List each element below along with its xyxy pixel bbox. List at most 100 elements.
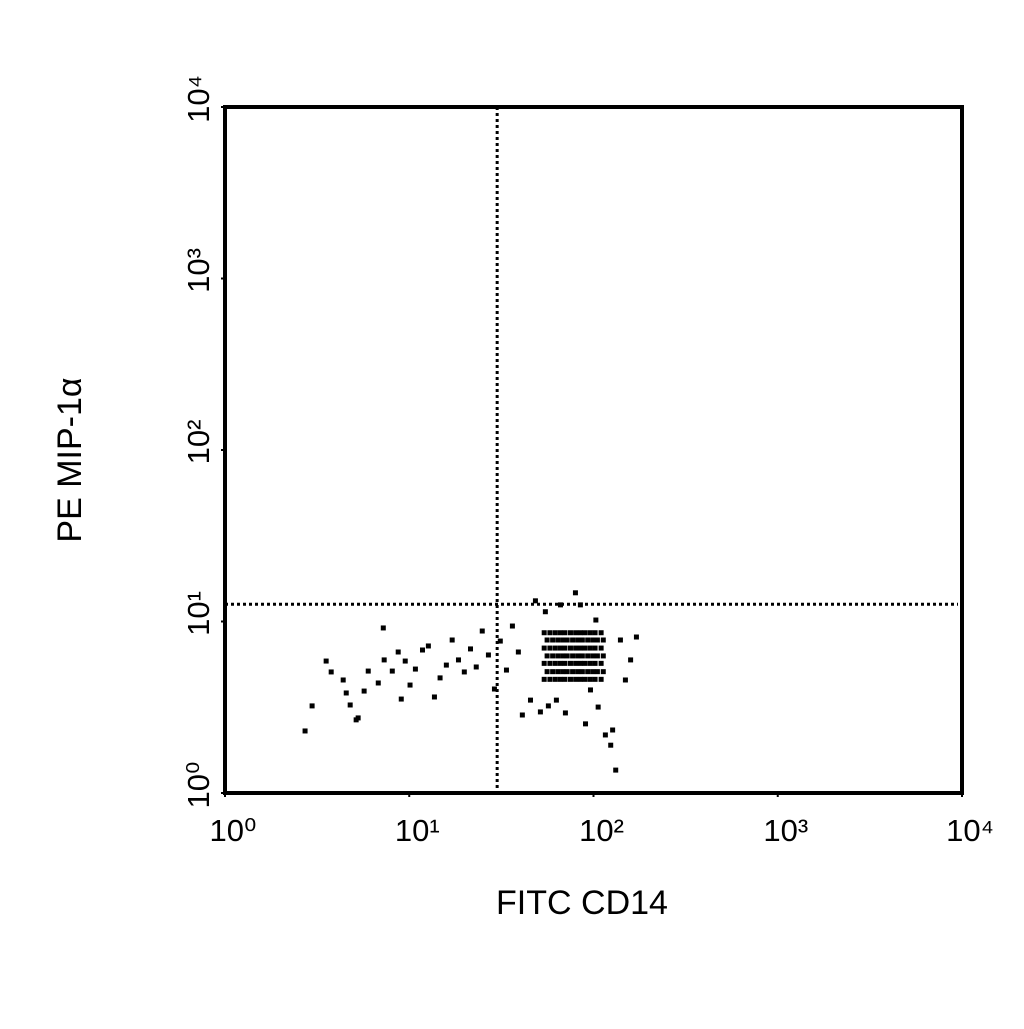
dot — [594, 653, 600, 659]
dot — [389, 668, 395, 674]
dot — [544, 653, 550, 659]
dot — [598, 645, 604, 651]
dot — [455, 657, 461, 663]
dot — [572, 590, 578, 596]
y-tick-label: 10⁰ — [181, 762, 216, 809]
dot — [600, 653, 606, 659]
dot — [515, 649, 521, 655]
dot — [557, 602, 563, 608]
dot — [575, 669, 581, 675]
dot — [567, 645, 573, 651]
dot — [622, 677, 628, 683]
x-tick-label: 10⁰ — [210, 813, 257, 848]
dot — [594, 669, 600, 675]
x-tick-label: 10² — [579, 813, 624, 848]
dot — [491, 686, 497, 692]
dot — [602, 732, 608, 738]
dot — [461, 669, 467, 675]
dot — [595, 704, 601, 710]
dot — [564, 669, 570, 675]
dot — [380, 625, 386, 631]
dot — [582, 645, 588, 651]
dot — [541, 645, 547, 651]
dot — [402, 658, 408, 664]
dot — [582, 676, 588, 682]
plot-frame — [223, 105, 964, 795]
dot — [573, 630, 579, 636]
dot — [323, 658, 329, 664]
dot — [560, 653, 566, 659]
x-axis-label: FITC CD14 — [496, 884, 668, 922]
dot — [560, 669, 566, 675]
dot — [577, 602, 583, 608]
dot — [547, 660, 553, 666]
dot — [590, 637, 596, 643]
dot — [608, 742, 614, 748]
dot — [562, 660, 568, 666]
dot — [585, 653, 591, 659]
dot — [328, 669, 334, 675]
dot — [545, 703, 551, 709]
dot — [573, 645, 579, 651]
dot — [503, 667, 509, 673]
dot — [412, 666, 418, 672]
dot — [579, 653, 585, 659]
dot — [361, 688, 367, 694]
dot — [587, 687, 593, 693]
dot — [575, 653, 581, 659]
dot — [628, 657, 634, 663]
dot — [598, 630, 604, 636]
dot — [582, 660, 588, 666]
y-tick-label: 10⁴ — [181, 75, 216, 123]
dot — [550, 637, 556, 643]
dot — [532, 598, 538, 604]
dot — [598, 676, 604, 682]
dot — [577, 645, 583, 651]
dot — [610, 727, 616, 733]
dot — [443, 662, 449, 668]
dot — [557, 630, 563, 636]
plot-area — [225, 107, 958, 793]
dot — [557, 660, 563, 666]
dot — [575, 637, 581, 643]
dot — [431, 694, 437, 700]
dot — [562, 710, 568, 716]
dot — [509, 623, 515, 629]
y-axis-label: PE MIP-1α — [51, 377, 89, 542]
dot — [398, 696, 404, 702]
dot — [557, 676, 563, 682]
dot — [592, 660, 598, 666]
dot — [557, 645, 563, 651]
dot — [577, 676, 583, 682]
dot — [552, 645, 558, 651]
dot — [598, 660, 604, 666]
dot — [577, 630, 583, 636]
dot — [579, 669, 585, 675]
dot — [582, 630, 588, 636]
dot — [542, 609, 548, 615]
y-tick-label: 10³ — [181, 248, 216, 293]
dot — [592, 676, 598, 682]
dot — [365, 668, 371, 674]
dot — [560, 637, 566, 643]
dot — [570, 653, 576, 659]
dot — [562, 645, 568, 651]
dot — [600, 637, 606, 643]
dot — [555, 669, 561, 675]
dot — [375, 680, 381, 686]
dot — [617, 637, 623, 643]
dot — [479, 628, 485, 634]
x-tick-label: 10³ — [763, 813, 808, 848]
dot — [497, 638, 503, 644]
dot — [340, 677, 346, 683]
dot — [547, 645, 553, 651]
dot — [573, 660, 579, 666]
dot — [419, 647, 425, 653]
dot — [343, 690, 349, 696]
dot — [592, 645, 598, 651]
dot — [407, 682, 413, 688]
dot — [567, 676, 573, 682]
dot — [567, 660, 573, 666]
dot — [590, 669, 596, 675]
